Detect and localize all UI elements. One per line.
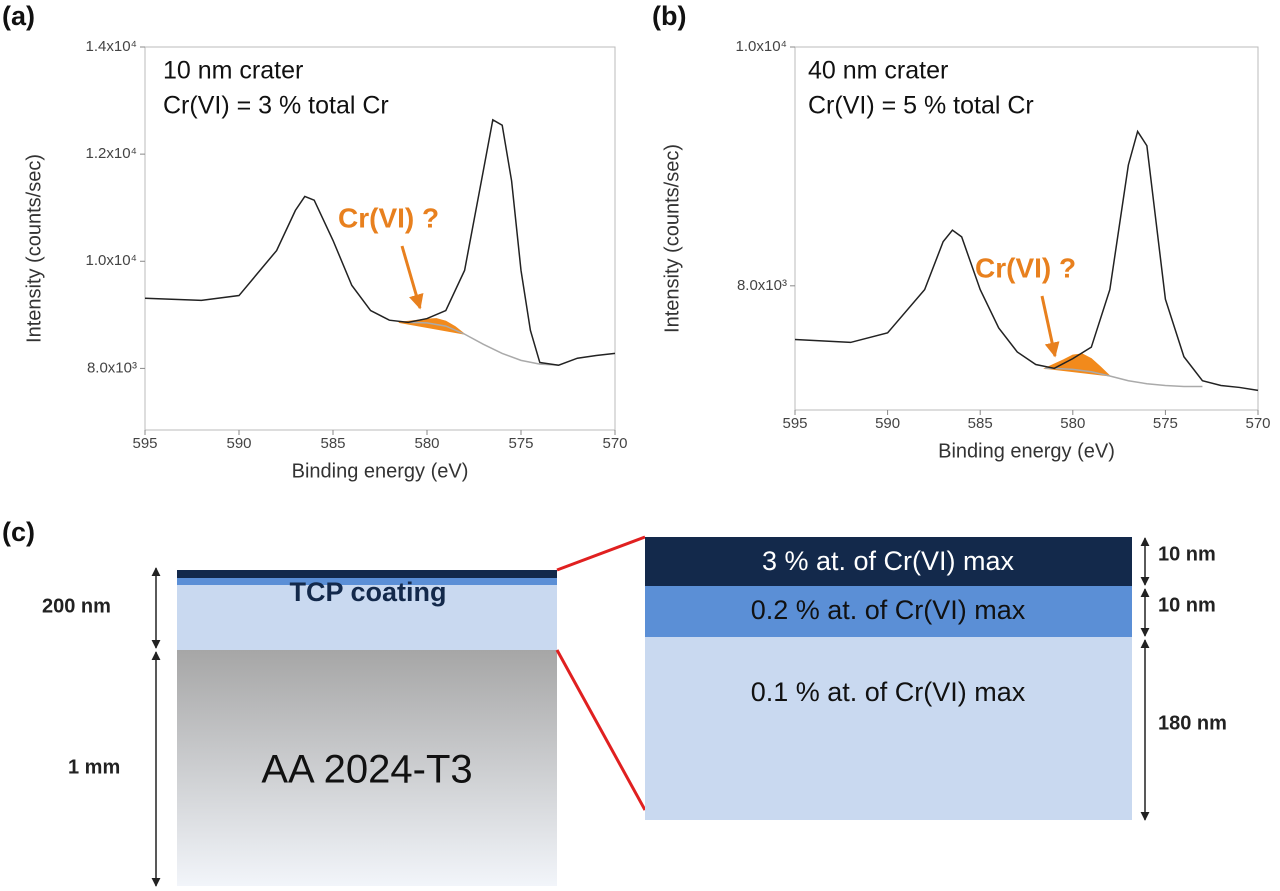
substrate (177, 650, 557, 886)
x-axis-label: Binding energy (eV) (292, 460, 469, 482)
zoom-line (555, 649, 647, 811)
spectrum-line (794, 129, 1259, 392)
x-tick-label: 570 (1245, 415, 1270, 432)
x-tick-label: 575 (508, 435, 533, 452)
x-tick-label: 580 (1060, 415, 1085, 432)
layer (645, 537, 1132, 586)
x-tick-label: 570 (602, 435, 627, 452)
x-tick-label: 590 (226, 435, 251, 452)
peak-area (398, 318, 465, 335)
layer-thickness: 10 nm (1158, 594, 1216, 616)
callout-arrow (1040, 295, 1060, 358)
x-tick-label: 585 (320, 435, 345, 452)
callout: Cr(VI) ? (975, 252, 1076, 283)
layer-label: 3 % at. of Cr(VI) max (762, 546, 1015, 576)
spectrum-line (408, 321, 559, 366)
annotation: Cr(VI) = 5 % total Cr (808, 92, 1034, 120)
panel-label: (c) (2, 517, 35, 547)
layer-thickness: 10 nm (1158, 543, 1216, 565)
plot-frame (794, 46, 1259, 411)
y-tick-label: 1.0x10⁴ (736, 38, 787, 55)
annotation: 40 nm crater (808, 57, 948, 85)
coating-mid (177, 578, 557, 585)
coating-bulk (177, 585, 557, 650)
x-tick-label: 575 (1153, 415, 1178, 432)
spectrum-line (1045, 367, 1203, 388)
layer (645, 637, 1132, 820)
peak-area (1043, 353, 1112, 377)
layer-label: 0.2 % at. of Cr(VI) max (751, 595, 1026, 625)
callout-arrow (400, 245, 424, 310)
panel-label: (a) (2, 1, 35, 31)
layer-label: 0.1 % at. of Cr(VI) max (751, 677, 1026, 707)
x-tick-label: 595 (782, 415, 807, 432)
x-tick-label: 585 (968, 415, 993, 432)
y-tick-label: 1.4x10⁴ (86, 38, 137, 55)
substrate-label: AA 2024-T3 (261, 748, 472, 792)
y-tick-label: 8.0x10³ (87, 359, 137, 376)
x-axis-label: Binding energy (eV) (938, 440, 1115, 462)
coating-label: TCP coating (289, 577, 446, 607)
plot-frame (144, 46, 616, 431)
spectrum-line (144, 118, 616, 366)
layer-diagram: (c) TCP coating AA 2024-T3 200 nm 1 mm 3… (2, 517, 1227, 887)
layer-thickness: 180 nm (1158, 712, 1227, 734)
substrate-thickness: 1 mm (68, 756, 120, 778)
annotation: Cr(VI) = 3 % total Cr (163, 92, 389, 120)
y-tick-label: 8.0x10³ (737, 277, 787, 294)
layer (645, 586, 1132, 637)
x-tick-label: 590 (875, 415, 900, 432)
y-tick-label: 1.2x10⁴ (86, 145, 137, 162)
coating-thickness: 200 nm (42, 595, 111, 617)
y-axis-label: Intensity (counts/sec) (23, 154, 45, 343)
x-tick-label: 595 (132, 435, 157, 452)
callout: Cr(VI) ? (338, 202, 439, 233)
coating-top (177, 570, 557, 578)
panel-label: (b) (652, 1, 686, 31)
annotation: 10 nm crater (163, 57, 303, 85)
y-tick-label: 1.0x10⁴ (86, 252, 137, 269)
zoom-line (556, 535, 646, 572)
x-tick-label: 580 (414, 435, 439, 452)
y-axis-label: Intensity (counts/sec) (661, 144, 683, 333)
